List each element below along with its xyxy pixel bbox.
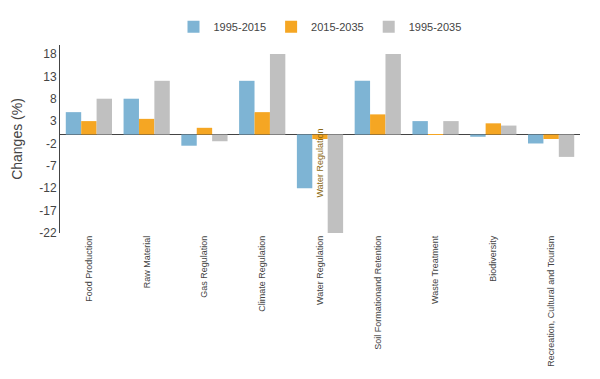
svg-text:Water Regulation: Water Regulation [315, 236, 325, 305]
svg-text:Biodiversity: Biodiversity [488, 235, 498, 282]
svg-text:-17: -17 [39, 204, 57, 218]
svg-text:Food Production: Food Production [84, 236, 94, 302]
svg-text:1995-2015: 1995-2015 [214, 21, 267, 33]
svg-text:-7: -7 [46, 159, 57, 173]
svg-text:Waste Treatment: Waste Treatment [430, 235, 440, 304]
svg-text:18: 18 [43, 47, 57, 61]
svg-text:Climate Regulation: Climate Regulation [257, 236, 267, 312]
svg-text:1995-2035: 1995-2035 [409, 21, 462, 33]
svg-text:Gas Regulation: Gas Regulation [199, 236, 209, 298]
svg-text:Recreation, Cultural and Touri: Recreation, Cultural and Tourism [546, 236, 556, 367]
svg-text:13: 13 [43, 70, 57, 84]
svg-text:-12: -12 [39, 181, 57, 195]
svg-text:Changes (%): Changes (%) [9, 98, 25, 180]
svg-text:-22: -22 [39, 226, 57, 240]
svg-text:3: 3 [50, 114, 57, 128]
svg-text:Water Regulation: Water Regulation [315, 128, 325, 197]
svg-text:8: 8 [50, 92, 57, 106]
svg-text:-2: -2 [46, 137, 57, 151]
svg-text:2015-2035: 2015-2035 [311, 21, 364, 33]
svg-text:Soil Formationand Retention: Soil Formationand Retention [373, 236, 383, 350]
svg-text:Raw Material: Raw Material [142, 236, 152, 289]
